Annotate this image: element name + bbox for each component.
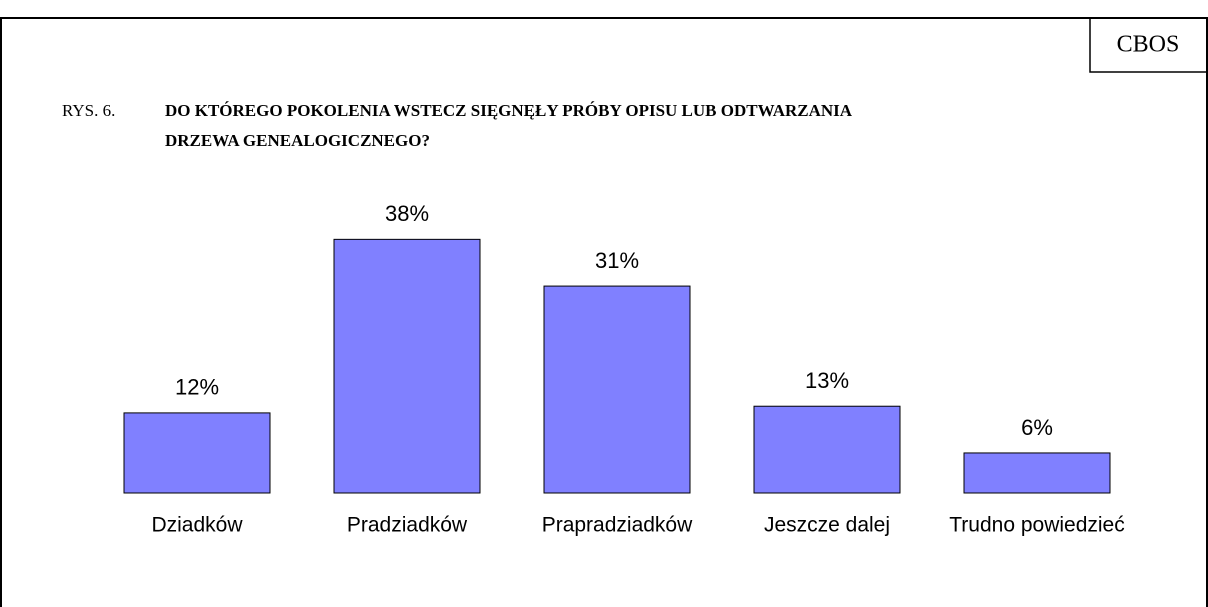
chart-title: DO KTÓREGO POKOLENIA WSTECZ SIĘGNĘŁY PRÓ…: [165, 101, 853, 120]
x-tick-label: Dziadków: [151, 514, 243, 537]
figure-label: RYS. 6.: [62, 101, 115, 120]
chart-title: DRZEWA GENEALOGICZNEGO?: [165, 131, 430, 150]
value-label: 38%: [385, 201, 429, 226]
source: CBOS: [1117, 32, 1180, 58]
x-tick-label: Pradziadków: [347, 514, 468, 537]
bar: [543, 285, 691, 494]
value-label: 6%: [1021, 415, 1053, 440]
x-tick-label: Trudno powiedzieć: [949, 514, 1125, 537]
frame: [0, 17, 1208, 607]
value-label: 13%: [805, 368, 849, 393]
value-label: 12%: [175, 375, 219, 400]
bar: [123, 412, 271, 494]
source-box: [1089, 17, 1208, 73]
x-tick-label: Jeszcze dalej: [764, 514, 890, 537]
x-tick-label: Prapradziadków: [542, 514, 693, 537]
value-label: 31%: [595, 248, 639, 273]
bar: [963, 452, 1111, 494]
bar: [753, 405, 901, 494]
bar: [333, 238, 481, 494]
